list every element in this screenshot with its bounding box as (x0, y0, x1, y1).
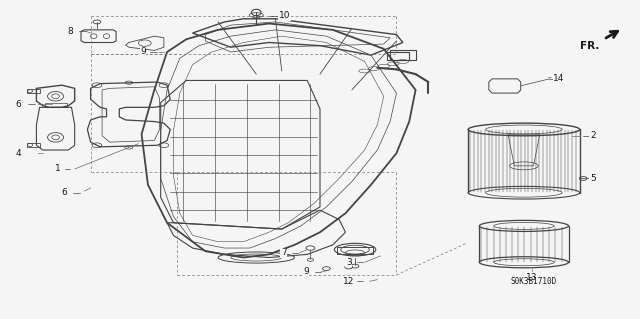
Text: 12: 12 (343, 277, 355, 286)
Bar (390, 50, 415, 60)
Text: FR.: FR. (580, 41, 599, 51)
Text: 7: 7 (281, 248, 287, 257)
Text: 1: 1 (54, 165, 60, 174)
Bar (337, 248, 373, 254)
Text: 9: 9 (303, 267, 309, 276)
Bar (27, 89, 40, 93)
Bar (27, 143, 40, 147)
Text: 6: 6 (61, 188, 67, 197)
Text: 6: 6 (16, 100, 22, 109)
Text: 14: 14 (553, 74, 564, 83)
Bar (45, 103, 67, 107)
Text: 13: 13 (526, 273, 538, 282)
Text: 8: 8 (67, 27, 73, 36)
Text: 3: 3 (346, 258, 351, 267)
Bar (387, 52, 409, 60)
Text: 2: 2 (590, 131, 596, 140)
Text: 9: 9 (140, 48, 146, 56)
Text: 10: 10 (278, 11, 290, 20)
Text: 5: 5 (590, 174, 596, 183)
Text: S0K3B1710D: S0K3B1710D (510, 277, 557, 286)
Text: 4: 4 (16, 149, 21, 158)
